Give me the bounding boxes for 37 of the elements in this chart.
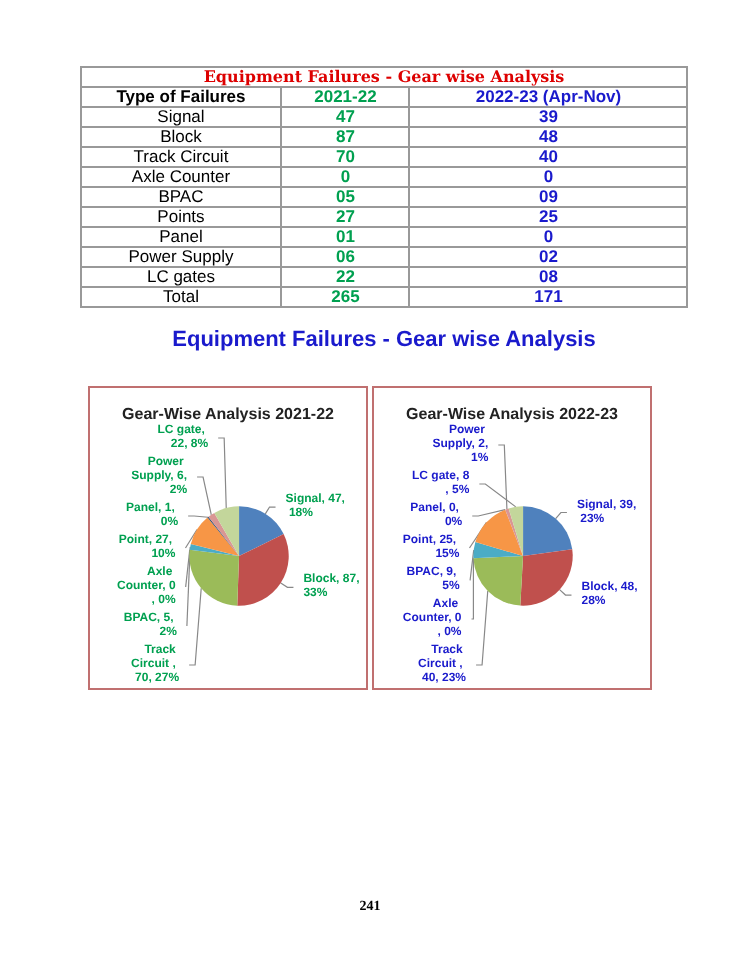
data-label: 39 [409, 106, 687, 127]
legend-label: 2021-22 [280, 86, 410, 107]
data-label: 0 [409, 226, 687, 247]
category-label: Track Circuit [81, 146, 281, 167]
data-label: 40 [409, 146, 687, 167]
data-label: 265 [280, 286, 410, 307]
chart-title: Gear-Wise Analysis 2021-22 [122, 405, 336, 423]
chart-title: Gear-Wise Analysis 2022-23 [406, 405, 620, 423]
data-label: 0 [409, 166, 687, 187]
category-label: Total [81, 286, 281, 307]
data-label: 0 [280, 166, 410, 187]
text: Equipment Failures - Gear wise Analysis [81, 66, 687, 87]
data-label: 48 [409, 126, 687, 147]
data-label: 01 [280, 226, 410, 247]
category-label: BPAC [81, 186, 281, 207]
text: Type of Failures [81, 86, 281, 107]
data-label: 05 [280, 186, 410, 207]
data-label: 02 [409, 246, 687, 267]
legend-label: 2022-23 (Apr-Nov) [409, 86, 687, 107]
category-label: Axle Counter [81, 166, 281, 187]
text: Equipment Failures - Gear wise Analysis [170, 328, 598, 352]
data-label: 25 [409, 206, 687, 227]
data-label: 08 [409, 266, 687, 287]
category-label: LC gates [81, 266, 281, 287]
data-label: 47 [280, 106, 410, 127]
data-label: 171 [409, 286, 687, 307]
category-label: Power Supply [81, 246, 281, 267]
data-label: 09 [409, 186, 687, 207]
category-label: Block [81, 126, 281, 147]
category-label: Points [81, 206, 281, 227]
data-label: 70 [280, 146, 410, 167]
data-label: 87 [280, 126, 410, 147]
data-label: 22 [280, 266, 410, 287]
category-label: Signal [81, 106, 281, 127]
data-label: 06 [280, 246, 410, 267]
data-label: 27 [280, 206, 410, 227]
category-label: Panel [81, 226, 281, 247]
